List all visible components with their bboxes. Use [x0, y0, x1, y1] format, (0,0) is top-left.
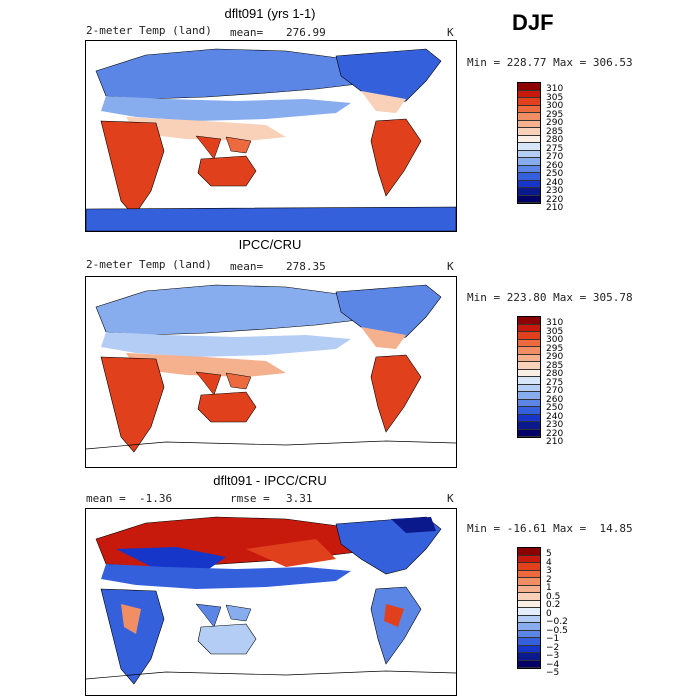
colorbar-tick: 275: [546, 377, 564, 388]
colorbar-tick: 2: [546, 574, 552, 585]
panel-1-mean-value: 276.99: [286, 26, 326, 39]
panel-2-colorbar: [517, 316, 541, 438]
panel-1-mean-label: mean=: [230, 26, 264, 39]
colorbar-tick: 230: [546, 420, 564, 430]
colorbar-tick: 210: [546, 437, 564, 447]
colorbar-tick: 220: [546, 428, 564, 439]
panel-3-rmse-value: 3.31: [286, 492, 313, 505]
colorbar-tick: 295: [546, 109, 564, 120]
panel-3-unit: K: [447, 492, 454, 505]
panel-1-map: [85, 40, 457, 232]
colorbar-tick: 310: [546, 84, 564, 94]
colorbar-tick: 260: [546, 160, 564, 171]
colorbar-tick: 210: [546, 203, 564, 213]
colorbar-tick: 285: [546, 126, 564, 137]
panel-3-colorbar-labels: 5 4 3 2 1 0.5 0.2 0 −0.2 −0.5 −1 −2 −3 −…: [546, 550, 568, 678]
colorbar-tick: 5: [546, 549, 552, 559]
colorbar-tick: 290: [546, 352, 564, 362]
colorbar-tick: −2: [546, 642, 560, 653]
colorbar-tick: −0.2: [546, 617, 568, 627]
colorbar-tick: 1: [546, 583, 552, 593]
panel-1-title: dflt091 (yrs 1-1): [224, 6, 316, 21]
panel-3-colorbar: [517, 547, 541, 669]
colorbar-tick: 285: [546, 360, 564, 371]
panel-1-colorbar-labels: 310 305 300 295 290 285 280 275 270 260 …: [546, 85, 563, 213]
panel-2-mean-value: 278.35: [286, 260, 326, 273]
panel-2-map-svg: [86, 284, 456, 453]
panel-3-map-svg: [86, 516, 456, 685]
colorbar-tick: 240: [546, 411, 564, 422]
colorbar-tick: 305: [546, 326, 564, 337]
colorbar-tick: 250: [546, 169, 564, 179]
colorbar-tick: 0.2: [546, 600, 561, 610]
colorbar-tick: 4: [546, 557, 552, 568]
colorbar-tick: −4: [546, 659, 560, 670]
colorbar-tick: 300: [546, 335, 564, 345]
colorbar-tick: 310: [546, 318, 564, 328]
panel-2-map: [85, 276, 457, 468]
colorbar-tick: −0.5: [546, 625, 568, 636]
colorbar-tick: −3: [546, 651, 560, 661]
panel-2-colorbar-labels: 310 305 300 295 290 285 280 275 270 260 …: [546, 319, 563, 447]
panel-1-unit: K: [447, 26, 454, 39]
colorbar-tick: 0: [546, 608, 552, 619]
panel-3-title: dflt091 - IPCC/CRU: [213, 473, 327, 488]
colorbar-tick: 290: [546, 118, 564, 128]
panel-3-minmax: Min = -16.61 Max = 14.85: [467, 522, 633, 535]
panel-1-colorbar: [517, 82, 541, 204]
colorbar-tick: 270: [546, 386, 564, 396]
colorbar-tick: −5: [546, 668, 560, 678]
panel-1-map-svg: [86, 48, 456, 231]
season-label: DJF: [512, 10, 554, 35]
colorbar-tick: 305: [546, 92, 564, 103]
colorbar-tick: 250: [546, 403, 564, 413]
colorbar-tick: 240: [546, 177, 564, 188]
colorbar-tick: 220: [546, 194, 564, 205]
colorbar-tick: 280: [546, 369, 564, 379]
colorbar-tick: 230: [546, 186, 564, 196]
panel-2-title: IPCC/CRU: [238, 237, 302, 252]
panel-1-minmax: Min = 228.77 Max = 306.53: [467, 56, 633, 69]
panel-2-minmax: Min = 223.80 Max = 305.78: [467, 291, 633, 304]
colorbar-tick: 300: [546, 101, 564, 111]
colorbar-tick: 280: [546, 135, 564, 145]
panel-3-map: [85, 508, 457, 696]
panel-2-mean-label: mean=: [230, 260, 264, 273]
colorbar-tick: 270: [546, 152, 564, 162]
panel-2-field-label: 2-meter Temp (land): [86, 258, 212, 271]
colorbar-tick: 295: [546, 343, 564, 354]
panel-1-field-label: 2-meter Temp (land): [86, 24, 212, 37]
panel-3-rmse-label: rmse =: [230, 492, 270, 505]
colorbar-tick: 3: [546, 566, 552, 576]
colorbar-tick: 275: [546, 143, 564, 154]
colorbar-tick: 260: [546, 394, 564, 405]
colorbar-tick: 0.5: [546, 591, 561, 602]
colorbar-tick: −1: [546, 634, 560, 644]
panel-3-mean-text: mean = -1.36: [86, 492, 173, 505]
panel-2-unit: K: [447, 260, 454, 273]
